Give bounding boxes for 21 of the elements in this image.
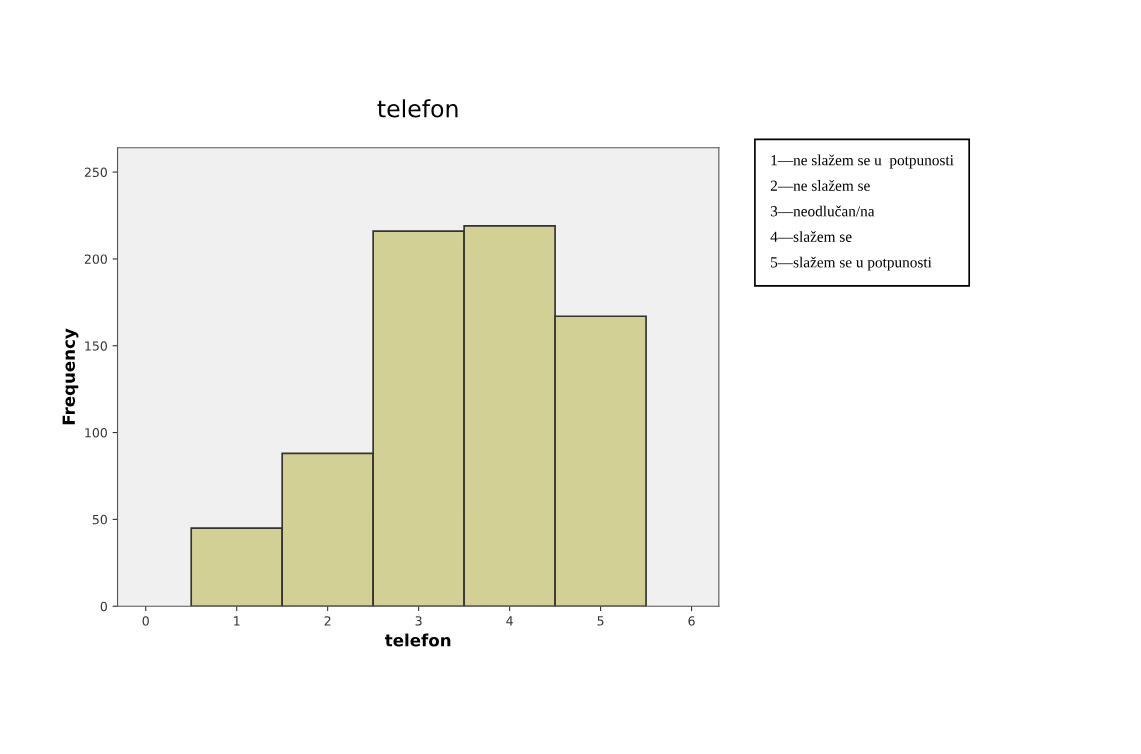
- y-axis-title: Frequency: [62, 328, 79, 425]
- y-tick-label: 250: [84, 167, 107, 178]
- x-tick-label: 6: [688, 616, 695, 626]
- y-tick-label: 0: [100, 601, 107, 612]
- y-tick-label: 150: [85, 341, 107, 351]
- x-axis-title: telefon: [384, 633, 451, 647]
- x-tick-label: 4: [506, 616, 513, 626]
- text: 5—slažem se u potpunosti: [771, 256, 932, 271]
- text: 2—ne slažem se: [770, 180, 870, 191]
- x-tick-label: 3: [415, 616, 422, 626]
- x-tick-label: 5: [597, 616, 604, 626]
- chart-title: telefon: [377, 99, 458, 118]
- y-tick-label: 50: [92, 514, 107, 525]
- x-tick-label: 1: [234, 616, 240, 626]
- text: 1—ne slažem se u potpunosti: [771, 154, 954, 169]
- y-tick-label: 200: [84, 254, 107, 264]
- x-tick-label: 2: [324, 616, 331, 626]
- text: 4—slažem se: [770, 231, 852, 242]
- x-tick-label: 0: [142, 616, 149, 626]
- y-tick-label: 100: [85, 428, 107, 438]
- text: 3—neodlučan/na: [770, 205, 875, 217]
